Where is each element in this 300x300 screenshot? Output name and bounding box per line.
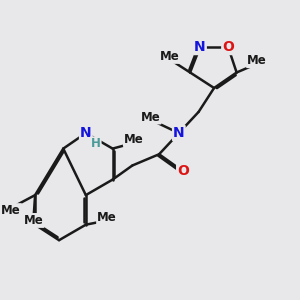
Text: Me: Me	[160, 50, 180, 63]
Text: O: O	[222, 40, 234, 54]
Text: Me: Me	[124, 133, 144, 146]
Text: N: N	[80, 126, 92, 140]
Text: Me: Me	[24, 214, 44, 227]
Text: Me: Me	[97, 211, 117, 224]
Text: Me: Me	[141, 110, 160, 124]
Text: Me: Me	[1, 204, 21, 217]
Text: O: O	[177, 164, 189, 178]
Text: N: N	[173, 126, 185, 140]
Text: H: H	[91, 137, 100, 150]
Text: Me: Me	[247, 54, 267, 67]
Text: N: N	[194, 40, 206, 54]
